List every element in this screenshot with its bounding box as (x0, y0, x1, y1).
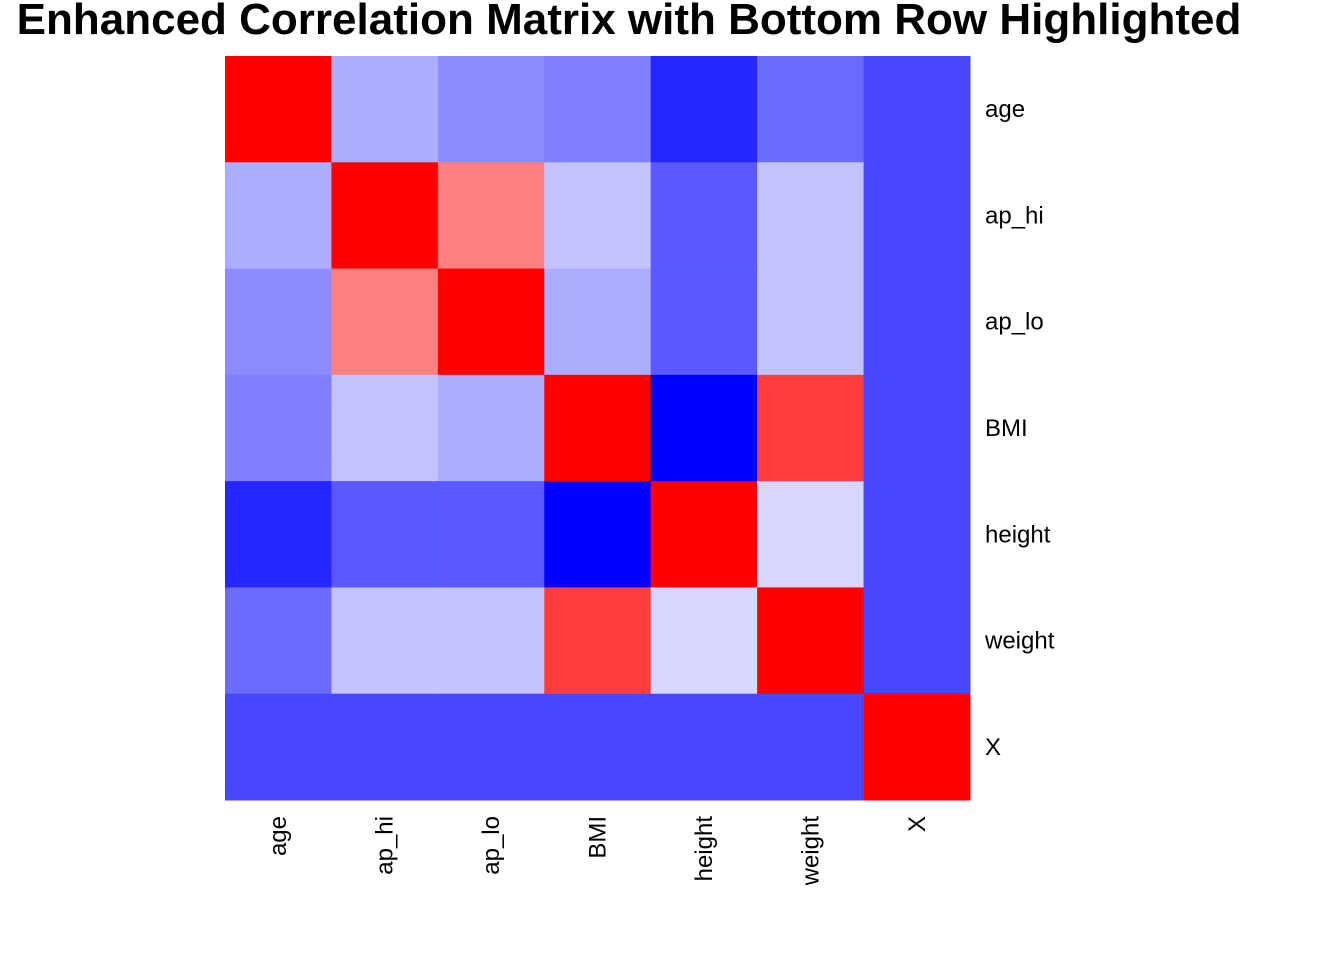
heatmap-cell-height-ap_hi (331, 481, 439, 588)
heatmap-cell-weight-weight (757, 587, 865, 695)
heatmap-cell-X-age (225, 693, 332, 801)
heatmap-cell-BMI-X (863, 374, 971, 482)
heatmap-cell-age-age (225, 56, 332, 163)
heatmap-cell-ap_hi-weight (757, 162, 865, 270)
heatmap-cell-ap_hi-age (225, 162, 332, 270)
heatmap-cell-X-weight (757, 693, 865, 801)
heatmap-cell-height-weight (757, 481, 865, 588)
heatmap-cell-ap_lo-ap_lo (437, 268, 545, 376)
heatmap-cell-weight-height (650, 587, 758, 695)
row-label-ap_lo: ap_lo (985, 309, 1044, 336)
heatmap-cell-age-X (863, 56, 971, 163)
heatmap-cell-ap_hi-ap_hi (331, 162, 439, 270)
column-labels: age ap_hi ap_lo BMI height weight X (265, 816, 931, 887)
heatmap-cell-ap_lo-ap_hi (331, 268, 439, 376)
heatmap-cell-ap_hi-height (650, 162, 758, 270)
row-label-ap_hi: ap_hi (985, 202, 1044, 229)
heatmap-cell-ap_hi-ap_lo (437, 162, 545, 270)
heatmap-cell-height-age (225, 481, 332, 588)
row-label-BMI: BMI (985, 415, 1028, 442)
heatmap-cell-ap_lo-weight (757, 268, 865, 376)
heatmap-cell-weight-BMI (544, 587, 652, 695)
row-labels: age ap_hi ap_lo BMI height weight X (984, 96, 1055, 761)
row-label-height: height (985, 521, 1051, 548)
heatmap-cell-BMI-weight (757, 374, 865, 482)
heatmap-cell-X-ap_lo (437, 693, 545, 801)
heatmap-cell-weight-ap_lo (437, 587, 545, 695)
heatmap-cell-ap_hi-BMI (544, 162, 652, 270)
heatmap-cell-BMI-age (225, 374, 332, 482)
heatmap-cell-age-ap_lo (437, 56, 545, 163)
column-label-X: X (904, 816, 931, 832)
heatmap-cells (225, 56, 971, 801)
heatmap-cell-ap_lo-BMI (544, 268, 652, 376)
heatmap-cell-ap_lo-X (863, 268, 971, 376)
column-label-BMI: BMI (585, 816, 612, 859)
heatmap-cell-weight-X (863, 587, 971, 695)
heatmap-cell-ap_lo-height (650, 268, 758, 376)
heatmap-cell-X-ap_hi (331, 693, 439, 801)
heatmap-cell-BMI-BMI (544, 374, 652, 482)
column-label-weight: weight (797, 816, 824, 887)
row-label-weight: weight (984, 628, 1055, 655)
column-label-ap_lo: ap_lo (478, 816, 505, 875)
heatmap-cell-height-X (863, 481, 971, 588)
heatmap-cell-weight-age (225, 587, 332, 695)
column-label-height: height (691, 816, 718, 882)
heatmap-cell-X-X (863, 693, 971, 801)
heatmap-cell-X-BMI (544, 693, 652, 801)
column-label-age: age (265, 816, 292, 856)
heatmap-cell-ap_hi-X (863, 162, 971, 270)
heatmap-cell-weight-ap_hi (331, 587, 439, 695)
heatmap-cell-ap_lo-age (225, 268, 332, 376)
chart-title: Enhanced Correlation Matrix with Bottom … (17, 0, 1242, 44)
heatmap-cell-BMI-ap_lo (437, 374, 545, 482)
heatmap-cell-height-BMI (544, 481, 652, 588)
heatmap-cell-BMI-height (650, 374, 758, 482)
heatmap-cell-age-ap_hi (331, 56, 439, 163)
column-label-ap_hi: ap_hi (372, 816, 399, 875)
heatmap-cell-age-weight (757, 56, 865, 163)
row-label-age: age (985, 96, 1025, 123)
heatmap-cell-BMI-ap_hi (331, 374, 439, 482)
heatmap-cell-height-ap_lo (437, 481, 545, 588)
heatmap-cell-height-height (650, 481, 758, 588)
heatmap-cell-age-height (650, 56, 758, 163)
heatmap-cell-X-height (650, 693, 758, 801)
heatmap-cell-age-BMI (544, 56, 652, 163)
row-label-X: X (985, 734, 1001, 761)
